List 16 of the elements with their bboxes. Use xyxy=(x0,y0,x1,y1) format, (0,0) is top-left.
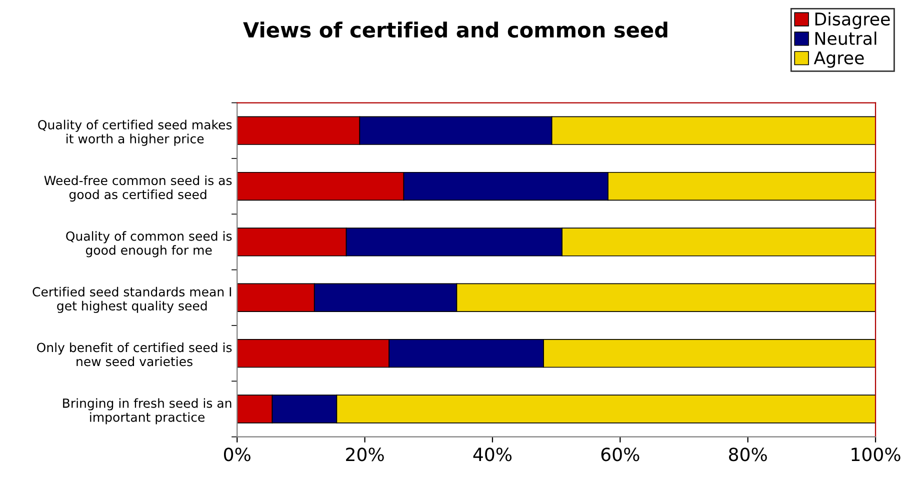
y-tick-label: Quality of common seed is good enough for me xyxy=(66,231,232,258)
x-tick-label: 20% xyxy=(346,448,384,462)
x-tick-label: 40% xyxy=(473,448,512,462)
y-tick-label: Weed-free common seed is as good as certified seed xyxy=(44,175,232,202)
x-tick-label: 100% xyxy=(852,448,900,462)
y-tick-label: Bringing in fresh seed is an important practice xyxy=(63,398,232,424)
x-tick-label: 0% xyxy=(224,448,250,462)
y-tick-label: Certified seed standards mean I get highest quality seed xyxy=(32,286,232,313)
legend-label: Disagree xyxy=(815,12,890,29)
x-tick-label: 80% xyxy=(729,448,767,462)
y-tick-label: Quality of certified seed makes it worth a higher price xyxy=(38,120,232,146)
y-tick-label: Only benefit of certified seed is new seed varieties xyxy=(37,342,232,366)
x-tick-label: 60% xyxy=(601,448,640,462)
legend-label: Neutral xyxy=(815,32,876,45)
legend-label: Agree xyxy=(814,52,864,68)
chart-title: Views of certified and common seed xyxy=(243,22,668,38)
